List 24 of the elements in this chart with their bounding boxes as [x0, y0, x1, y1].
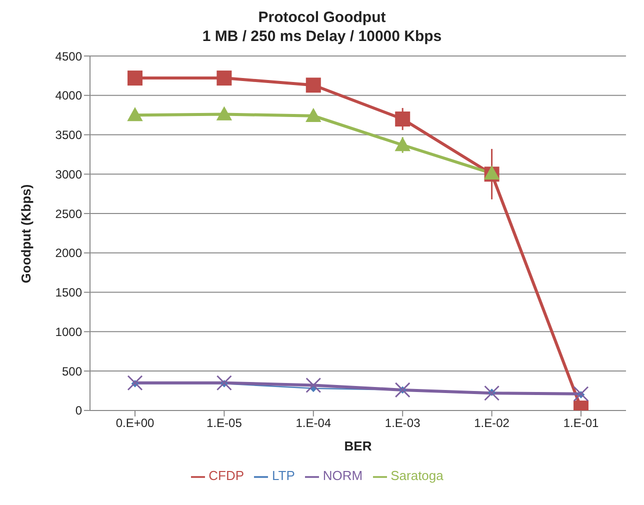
y-tick-label: 2000 [55, 246, 82, 260]
x-tick-label: 1.E-02 [474, 416, 510, 430]
y-tick-label: 3500 [55, 128, 82, 142]
y-tick-label: 4000 [55, 88, 82, 103]
chart-subtitle: 1 MB / 250 ms Delay / 10000 Kbps [201, 27, 443, 46]
y-axis-title: Goodput (Kbps) [18, 184, 34, 284]
legend-label: LTP [272, 468, 295, 484]
x-tick-label: 1.E-05 [206, 416, 242, 430]
x-tick-label: 0.E+00 [116, 416, 155, 430]
y-tick-label: 4500 [55, 49, 82, 64]
y-tick-label: 0 [75, 404, 82, 418]
chart-title: Protocol Goodput [257, 8, 387, 27]
y-tick-label: 2500 [55, 206, 82, 221]
x-tick-label: 1.E-03 [384, 416, 421, 430]
y-tick-label: 1500 [55, 286, 82, 300]
legend-label: CFDP [208, 468, 244, 484]
y-tick-label: 1000 [55, 324, 82, 339]
x-tick-label: 1.E-04 [296, 416, 332, 430]
x-tick-label: 1.E-01 [563, 416, 599, 430]
legend-label: Saratoga [390, 468, 444, 484]
y-tick-label: 3000 [55, 167, 82, 182]
legend-label: NORM [322, 468, 363, 484]
y-tick-label: 500 [62, 364, 82, 378]
x-axis-title: BER [344, 438, 372, 454]
